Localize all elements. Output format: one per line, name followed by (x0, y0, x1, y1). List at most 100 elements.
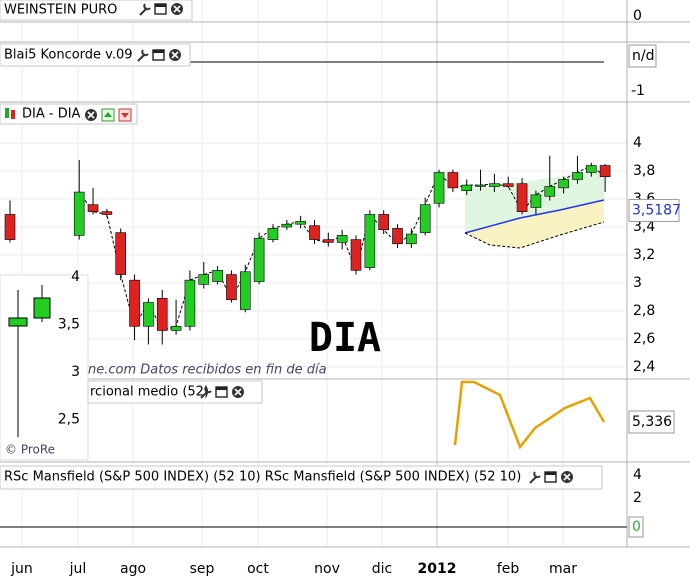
icon-group (137, 49, 181, 62)
candle-icon (11, 110, 15, 119)
close-icon-x (563, 473, 571, 481)
candle-body (101, 211, 113, 215)
candle-body (530, 194, 542, 208)
candle-body (419, 204, 431, 233)
candle-body (267, 228, 279, 240)
y-tick-label: 3,2 (633, 247, 655, 263)
candle-body (87, 204, 99, 212)
inset-tick-label: 3 (71, 364, 80, 380)
candle-body (253, 237, 265, 282)
x-tick-label: sep (190, 561, 215, 577)
window-icon-bar (545, 472, 556, 475)
title-bar[interactable] (0, 465, 603, 490)
moving-average (464, 199, 605, 234)
x-tick-label: nov (314, 561, 340, 577)
settings-icon[interactable] (137, 49, 149, 62)
candle-body (143, 302, 154, 327)
value-box (628, 198, 680, 222)
value-box (628, 516, 644, 538)
inset-candle (8, 317, 28, 327)
candle-body (572, 172, 583, 180)
candle-body (475, 184, 486, 187)
candle-body (350, 239, 362, 271)
watermark: DIA (309, 315, 381, 361)
inset-axis: 4 3,5 3 2,5 (58, 269, 80, 428)
candle-body (336, 235, 348, 243)
title-bar[interactable] (0, 43, 191, 67)
x-tick-label: mar (549, 561, 577, 577)
icon-group (85, 108, 132, 122)
candle-body (156, 298, 168, 331)
settings-icon[interactable] (139, 3, 151, 16)
candle-body (406, 233, 417, 245)
move-down-arrow (121, 113, 129, 118)
candle-body (364, 214, 376, 268)
x-tick-label: ago (120, 561, 146, 577)
panel-title: RSc Mansfield (S&P 500 INDEX) (52 10) RS… (4, 470, 521, 485)
candle-body (170, 325, 182, 331)
candle-body (4, 214, 16, 240)
y-tick-label: 3,8 (633, 163, 655, 179)
candle-icon (5, 108, 9, 118)
volume-line (453, 380, 606, 450)
inset-tick-label: 2,5 (58, 412, 80, 428)
panel-title: DIA - DIA (22, 107, 81, 122)
candle-body (295, 221, 306, 225)
candle-body (226, 274, 237, 301)
candles (4, 155, 611, 345)
candle-body (184, 279, 196, 327)
candle-body (599, 165, 611, 177)
inset-candle (33, 297, 51, 319)
candle-body (558, 179, 569, 189)
inset-copyright: © ProRe (5, 443, 55, 457)
panel-title: Blai5 Koncorde v.09 (4, 48, 133, 63)
axis-label: 2 (633, 490, 642, 506)
candle-body (516, 183, 528, 212)
price-axis: 43,83,63,43,232,82,62,43,5187 (628, 135, 681, 375)
last-value: 5,336 (632, 414, 672, 430)
candle-body (461, 184, 473, 191)
candle-body (585, 165, 597, 173)
close-icon-x (171, 51, 179, 59)
axis-label: 0 (633, 8, 642, 24)
value-box (628, 44, 657, 68)
y-tick-label: 4 (633, 135, 642, 151)
x-axis: jun jul ago sep oct nov dic 2012 feb mar (10, 561, 577, 577)
inset-tick-label: 3,5 (58, 317, 80, 333)
candle-body (198, 274, 210, 285)
window-icon-bar (216, 387, 227, 390)
settings-icon[interactable] (529, 471, 541, 484)
candle-body (447, 172, 459, 189)
panel-title: WEINSTEIN PURO (4, 3, 117, 18)
channel-lower-fill (465, 200, 604, 248)
close-icon-x (173, 5, 181, 13)
close-icon-x (234, 388, 242, 396)
axis-label: -1 (631, 83, 645, 99)
window-icon-bar (153, 50, 164, 53)
candle-body (129, 279, 140, 327)
x-tick-label: oct (247, 561, 269, 577)
lower-band (464, 221, 605, 249)
settings-icon[interactable] (200, 386, 212, 399)
last-value: 3,5187 (632, 202, 681, 218)
panel-title: rcional medio (52) (90, 385, 209, 400)
icon-group (529, 471, 573, 484)
candle-body (73, 191, 85, 236)
candle-body (378, 214, 389, 231)
candle-body (115, 232, 127, 275)
inset-tick-label: 4 (71, 269, 80, 285)
candle-body (433, 172, 445, 204)
close-icon-x (87, 111, 95, 119)
status-text: ne.com Datos recibidos en fin de día (88, 363, 327, 378)
y-tick-label: 2,8 (633, 303, 655, 319)
axis-label: 4 (633, 467, 642, 483)
icon-group (200, 386, 244, 399)
value-box (628, 410, 675, 434)
x-tick-label: 2012 (418, 561, 457, 577)
candle-body (323, 239, 334, 243)
candle-body (309, 225, 320, 240)
icon-group (139, 3, 183, 16)
x-tick-label: dic (372, 561, 392, 577)
